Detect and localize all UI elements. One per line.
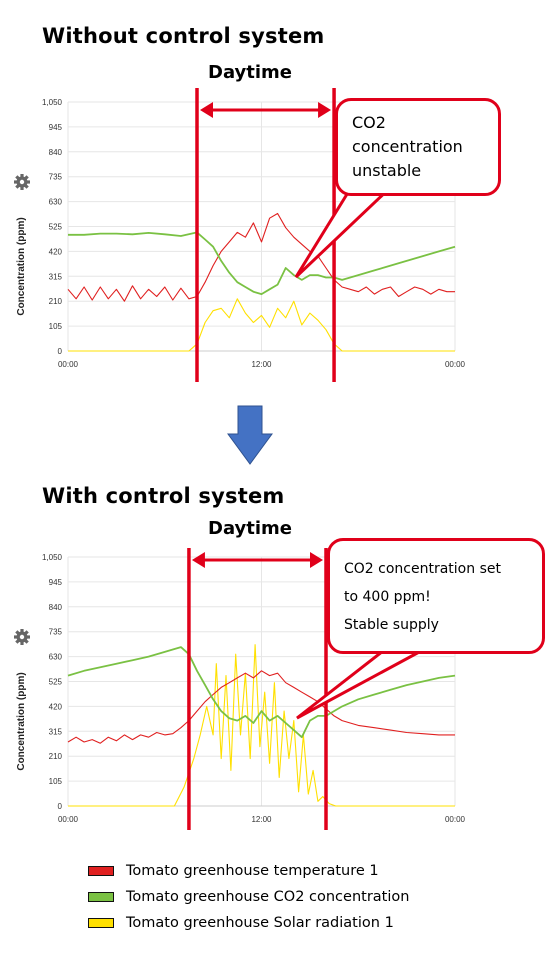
top-callout-text: CO2 concentration unstable [352,113,463,180]
legend-label-solar: Tomato greenhouse Solar radiation 1 [126,915,394,931]
top-chart-ytick-label: 420 [49,247,63,256]
bottom-callout-line-2: to 400 ppm! [344,589,431,605]
top-chart-ytick-label: 735 [49,173,63,182]
top-chart-ytick-label: 840 [49,148,63,157]
top-chart-series-solar [68,298,455,352]
legend-swatch-temperature [88,866,114,876]
top-chart-ytick-label: 945 [49,123,63,132]
bottom-chart-ylabel: Concentration (ppm) [16,672,27,770]
top-chart-xtick-label: 12:00 [251,360,272,369]
top-chart-ytick-label: 0 [58,347,63,356]
bottom-daytime-label: Daytime [208,518,293,539]
down-arrow-icon [227,405,273,465]
bottom-chart-series-temperature [67,670,455,744]
bottom-chart-ytick-label: 630 [49,653,63,662]
bottom-chart-gear-icon[interactable] [14,629,30,645]
top-daytime-label: Daytime [208,62,293,83]
top-callout: CO2 concentration unstable [335,98,501,196]
legend-label-temperature: Tomato greenhouse temperature 1 [126,863,379,879]
bottom-callout-line-1: CO2 concentration set [344,561,501,577]
legend-item-solar: Tomato greenhouse Solar radiation 1 [88,910,409,936]
bottom-chart-ytick-label: 840 [49,603,63,612]
bottom-chart-ytick-label: 735 [49,628,63,637]
bottom-chart-xtick-label: 00:00 [58,815,79,824]
bottom-chart-ytick-label: 1,050 [42,553,63,562]
top-chart-ytick-label: 525 [49,223,63,232]
legend-item-temperature: Tomato greenhouse temperature 1 [88,858,409,884]
bottom-chart-ytick-label: 105 [49,777,63,786]
bottom-chart-ytick-label: 315 [49,727,63,736]
legend-item-co2: Tomato greenhouse CO2 concentration [88,884,409,910]
top-chart-xtick-label: 00:00 [445,360,466,369]
legend-label-co2: Tomato greenhouse CO2 concentration [126,889,410,905]
top-chart-ytick-label: 1,050 [42,98,63,107]
bottom-chart-ytick-label: 420 [49,702,63,711]
legend-swatch-solar [88,918,114,928]
top-chart-ytick-label: 630 [49,198,63,207]
bottom-chart-xtick-label: 12:00 [251,815,272,824]
top-chart-ytick-label: 210 [49,297,63,306]
top-chart-ytick-label: 105 [49,322,63,331]
top-chart-ylabel: Concentration (ppm) [16,217,27,315]
bottom-chart-series-solar [68,644,455,807]
bottom-callout: CO2 concentration set to 400 ppm! Stable… [327,538,545,654]
top-chart-xtick-label: 00:00 [58,360,79,369]
bottom-chart-ytick-label: 0 [58,802,63,811]
bottom-chart-ytick-label: 525 [49,678,63,687]
top-chart-ytick-label: 315 [49,272,63,281]
top-chart-title: Without control system [42,24,325,48]
top-chart-gear-icon[interactable] [14,174,30,190]
bottom-chart-title: With control system [42,484,285,508]
legend-swatch-co2 [88,892,114,902]
bottom-chart-ytick-label: 945 [49,578,63,587]
top-chart-series-temperature [67,212,455,302]
bottom-chart-xtick-label: 00:00 [445,815,466,824]
bottom-chart-ytick-label: 210 [49,752,63,761]
bottom-callout-line-3: Stable supply [344,617,439,633]
legend: Tomato greenhouse temperature 1 Tomato g… [88,858,409,936]
